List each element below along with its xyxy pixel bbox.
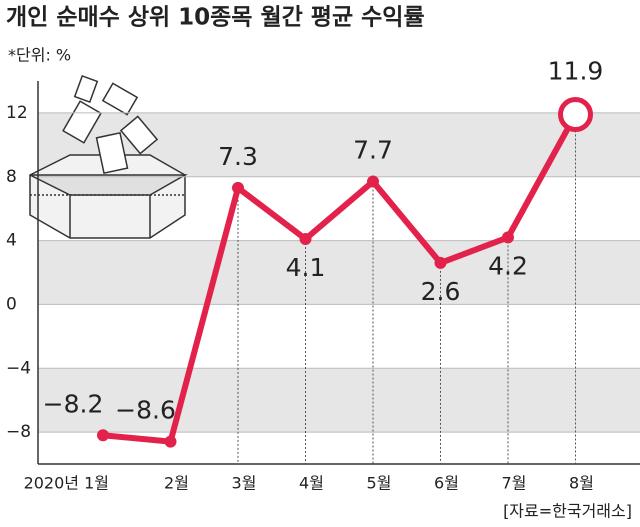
data-label: 7.7 <box>353 136 393 165</box>
x-tick-label: 7월 <box>502 474 527 493</box>
y-tick-label: 8 <box>6 167 17 187</box>
band <box>38 368 640 433</box>
point <box>164 435 177 448</box>
band <box>38 240 640 305</box>
x-tick-label: 6월 <box>434 474 459 493</box>
x-tick-label: 2월 <box>164 474 189 493</box>
data-label: −8.2 <box>43 389 104 418</box>
y-tick-label: 0 <box>6 294 17 314</box>
point <box>232 181 244 194</box>
x-tick-label: 8월 <box>569 474 594 493</box>
y-tick-label: −8 <box>6 422 31 442</box>
x-tick-label: 2020년 1월 <box>24 474 109 493</box>
unit-label: *단위: % <box>8 46 71 65</box>
y-tick-label: 12 <box>6 103 28 123</box>
point <box>367 175 379 188</box>
x-tick-label: 5월 <box>367 474 392 493</box>
data-label: 11.9 <box>548 57 604 86</box>
y-tick-label: 4 <box>6 231 17 251</box>
data-label: 4.2 <box>488 251 528 280</box>
chart-title: 개인 순매수 상위 10종목 월간 평균 수익률 <box>6 5 425 31</box>
data-label: 7.3 <box>218 142 258 171</box>
point <box>97 429 109 442</box>
x-tick-label: 4월 <box>299 474 324 493</box>
point <box>299 232 312 245</box>
source: [자료=한국거래소] <box>503 502 632 521</box>
data-label: 2.6 <box>421 277 461 306</box>
point <box>502 231 514 244</box>
y-tick-label: −4 <box>6 358 31 378</box>
line <box>102 113 579 445</box>
data-label: 4.1 <box>286 253 326 282</box>
point <box>558 97 593 133</box>
x-tick-label: 3월 <box>232 474 257 493</box>
illustration <box>29 74 188 239</box>
point <box>434 256 447 269</box>
data-label: −8.6 <box>115 396 176 425</box>
